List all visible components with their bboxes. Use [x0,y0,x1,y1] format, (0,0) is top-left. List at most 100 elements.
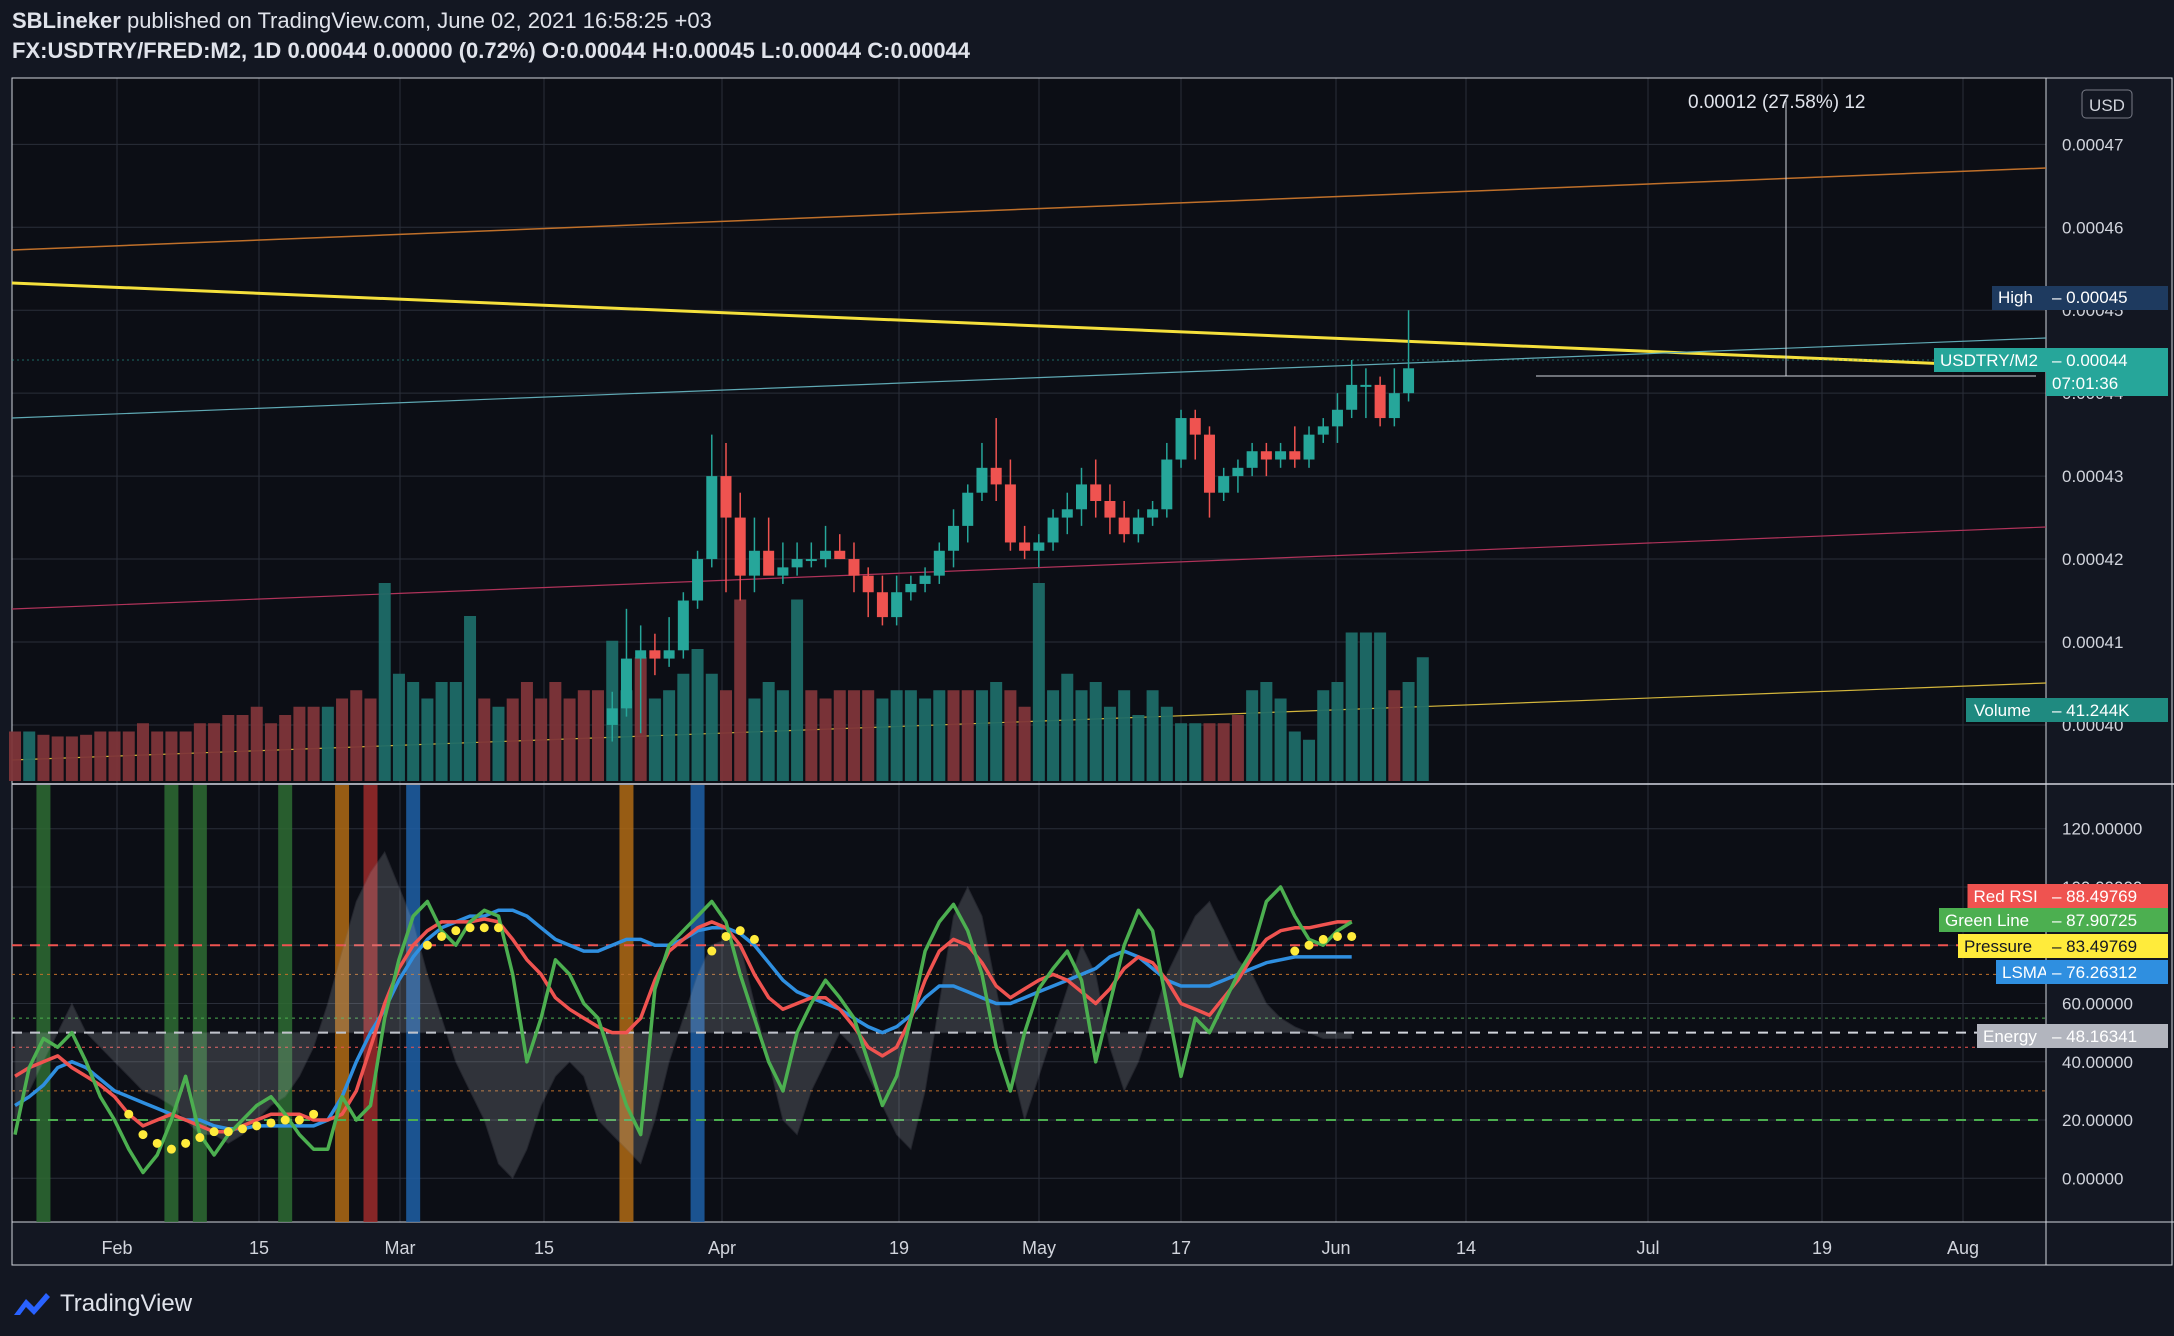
volume-bar [819,698,832,781]
candle-body [1275,451,1287,460]
volume-bar [364,698,377,781]
volume-bar [1374,632,1387,781]
volume-bar [23,731,36,781]
candle-body [1004,484,1016,543]
x-tick-label: Feb [101,1238,132,1258]
pink-trendline [11,526,2047,610]
volume-bar [862,690,875,781]
high-label-bg [1992,286,2046,310]
x-tick-label: 15 [249,1238,269,1258]
volume-bar [1345,632,1358,781]
pressure-dot [465,923,475,933]
osc-legend-value: – 88.49769 [2052,887,2137,906]
x-tick-label: Apr [708,1238,736,1258]
currency-label: USD [2089,96,2125,115]
signal-bar-green [278,785,293,1222]
volume-bar [890,690,903,781]
volume-bar [208,723,221,781]
candle-body [1175,418,1187,460]
candle-body [919,575,931,584]
volume-bar [1203,723,1216,781]
signal-bar-red [363,785,378,1222]
osc-tick-label: 0.00000 [2062,1169,2123,1188]
volume-bar [336,698,349,781]
candle-body [1289,451,1301,460]
candle-body [834,550,846,560]
volume-bar [975,690,988,781]
osc-legend-name-bg [1967,884,2046,908]
candle-body [1047,517,1059,543]
ohlc-low-label: L: [760,38,782,63]
published-text: published on TradingView.com, June 02, 2… [126,8,712,33]
candle-body [1189,418,1201,435]
footer: TradingView [12,1288,192,1320]
volume-bar [293,706,306,781]
pressure-dot [138,1130,148,1140]
candle-body [876,592,888,618]
candle-body [805,559,817,562]
main-pane-bg [12,78,2046,783]
osc-legend-name: Energy [1983,1027,2037,1046]
volume-bar [592,690,605,781]
price-tick-label: 0.00041 [2062,633,2123,652]
candle-body [620,658,632,709]
pressure-dot [422,940,432,950]
volume-bar [222,715,235,781]
candle-body [720,476,732,518]
pressure-dot [252,1121,262,1131]
volume-label-value: – 41.244K [2052,701,2130,720]
ohlc-open-label: O: [541,38,567,63]
signal-bar-blue [406,785,421,1222]
teal-trendline [11,337,2047,419]
volume-bar [577,690,590,781]
candle-body [820,550,832,560]
price-change: 0.00044 0.00000 (0.72%) [287,38,536,63]
candle-body [1090,484,1102,501]
volume-bar [990,682,1003,781]
tradingview-brand[interactable]: TradingView [60,1290,193,1317]
volume-bar [37,734,50,781]
x-tick-label: 17 [1171,1238,1191,1258]
volume-bar [1061,673,1074,781]
volume-bar [762,682,775,781]
pressure-dot [493,923,503,933]
pressure-dot [181,1138,191,1148]
candle-body [862,575,874,593]
osc-legend-name-bg [1977,1024,2046,1048]
pressure-dot [166,1144,176,1154]
candle-body [1403,368,1415,394]
volume-bar [65,736,78,781]
orange-trendline [11,167,2047,251]
volume-bar [1217,723,1230,781]
volume-bar [478,698,491,781]
volume-bar [876,698,889,781]
volume-bar [620,690,633,781]
volume-bar [1146,690,1159,781]
volume-bar [805,690,818,781]
candle-body [1360,384,1372,387]
volume-bar [933,690,946,781]
volume-bar [378,583,391,781]
candle-body [1147,509,1159,518]
volume-bar [151,731,164,781]
candle-body [1246,451,1258,468]
high-label-value: – 0.00045 [2052,288,2128,307]
volume-bar [236,715,249,781]
tradingview-logo-icon[interactable] [12,1291,52,1317]
volume-bar [1047,690,1060,781]
author-name[interactable]: SBLineker [12,8,121,33]
pressure-dot [124,1109,134,1119]
candle-body [1317,426,1329,435]
volume-bar [136,723,149,781]
candle-body [1132,517,1144,535]
pressure-dot [195,1133,205,1143]
osc-tick-label: 20.00000 [2062,1111,2133,1130]
x-tick-label: 19 [889,1238,909,1258]
candle-body [948,525,960,551]
candle-body [1232,467,1244,477]
symbol-name[interactable]: FX:USDTRY/FRED:M2, 1D [12,38,282,63]
candle-body [748,550,760,576]
candle-body [1033,542,1045,551]
volume-bar [250,706,263,781]
